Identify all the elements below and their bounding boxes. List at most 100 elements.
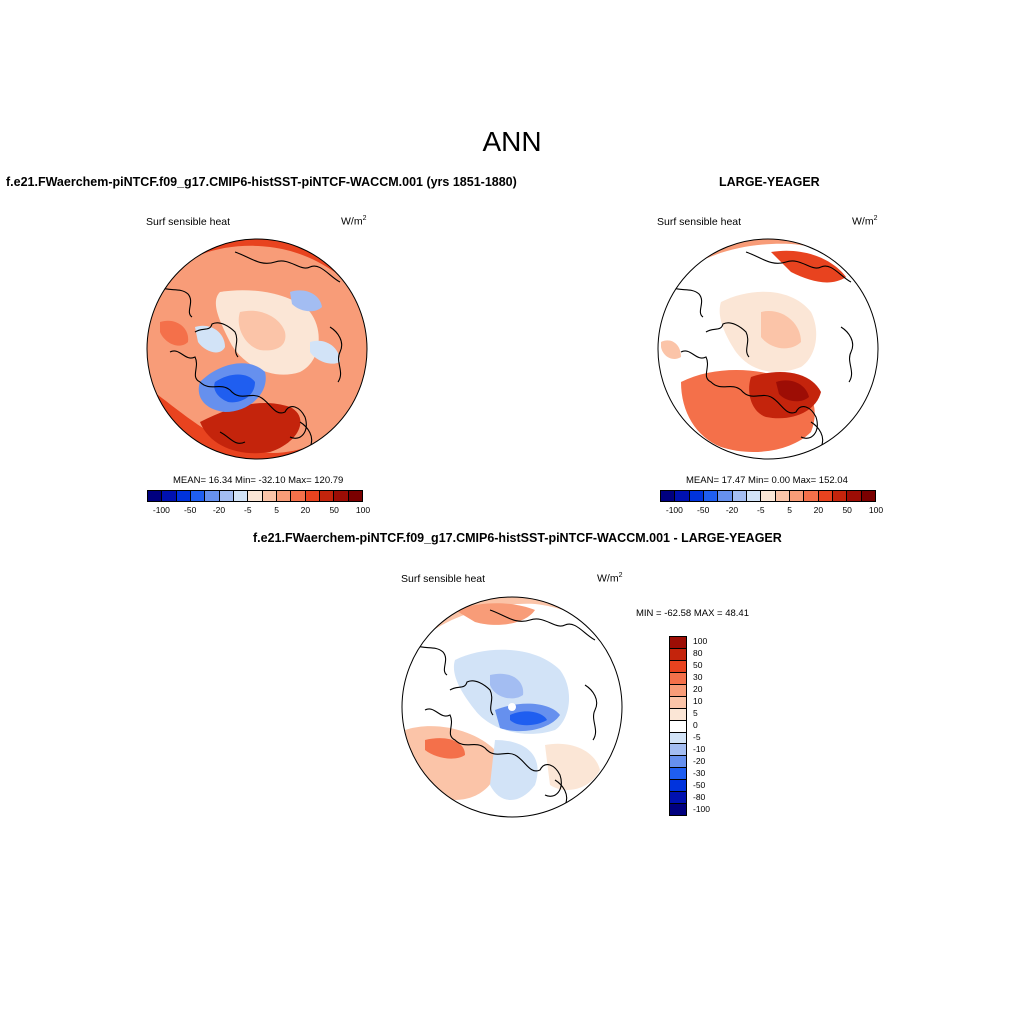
left-colorbar-label: 20 <box>300 505 311 515</box>
left-colorbar-label: 100 <box>355 505 371 515</box>
left-colorbar-swatch <box>304 491 319 501</box>
left-colorbar-label: -20 <box>212 505 226 515</box>
right-colorbar-swatch <box>702 491 718 501</box>
diff-stats: MIN = -62.58 MAX = 48.41 <box>636 608 750 619</box>
left-colorbar-swatch <box>247 491 262 501</box>
left-case-title: f.e21.FWaerchem-piNTCF.f09_g17.CMIP6-his… <box>6 175 517 189</box>
right-colorbar-label: -50 <box>697 505 710 515</box>
left-colorbar-swatch <box>189 491 205 501</box>
diff-colorbar-swatch <box>670 731 686 744</box>
left-colorbar-swatch <box>333 491 348 501</box>
diff-colorbar-label: 80 <box>693 648 703 658</box>
diff-colorbar-swatch <box>670 695 686 708</box>
right-units-label: W/m2 <box>852 215 878 228</box>
left-colorbar-label: -100 <box>152 505 170 515</box>
diff-map-border <box>401 596 623 818</box>
diff-colorbar-swatch <box>670 743 686 756</box>
diff-colorbar-label: 5 <box>693 708 698 718</box>
left-colorbar-swatch <box>318 491 334 501</box>
right-colorbar-swatch <box>717 491 732 501</box>
right-colorbar-swatch <box>688 491 703 501</box>
right-colorbar-swatch <box>745 491 761 501</box>
right-colorbar-label: 100 <box>868 505 884 515</box>
main-title: ANN <box>482 126 542 157</box>
right-colorbar-swatch <box>674 491 689 501</box>
diff-colorbar-swatch <box>670 803 686 816</box>
diff-colorbar-label: -100 <box>693 804 711 814</box>
left-colorbar-swatch <box>232 491 248 501</box>
left-coastlines <box>159 251 343 448</box>
left-stats: MEAN= 16.34 Min= -32.10 Max= 120.79 <box>173 475 344 486</box>
diff-case-title: f.e21.FWaerchem-piNTCF.f09_g17.CMIP6-his… <box>253 531 782 545</box>
right-colorbar <box>660 490 876 502</box>
left-map-fill <box>147 239 367 459</box>
right-polar-map <box>657 238 879 460</box>
right-colorbar-swatch <box>831 491 847 501</box>
diff-colorbar-label: 20 <box>693 684 703 694</box>
diff-colorbar-label: -10 <box>693 744 706 754</box>
left-colorbar-swatch <box>290 491 305 501</box>
left-colorbar-swatch <box>148 491 162 501</box>
right-colorbar-label: 20 <box>813 505 824 515</box>
left-colorbar-label: 5 <box>274 505 279 515</box>
diff-colorbar-label: -80 <box>693 792 706 802</box>
diff-colorbar-label: 10 <box>693 696 703 706</box>
right-colorbar-label: -5 <box>757 505 765 515</box>
left-colorbar-swatch <box>218 491 233 501</box>
diff-colorbar-swatch <box>670 719 686 732</box>
diff-colorbar-label: 50 <box>693 660 703 670</box>
right-colorbar-swatch <box>788 491 804 501</box>
diff-map-fill <box>402 597 622 817</box>
diff-colorbar-label: 100 <box>693 636 708 646</box>
left-colorbar-swatch <box>347 491 362 501</box>
diff-colorbar-swatch <box>670 647 686 660</box>
left-colorbar <box>147 490 363 502</box>
right-colorbar-labels: -100 -50 -20 -5 5 20 50 100 <box>660 505 883 517</box>
left-colorbar-labels: -100 -50 -20 -5 5 20 50 100 <box>147 505 370 517</box>
left-colorbar-label: -5 <box>244 505 252 515</box>
right-colorbar-swatch <box>731 491 746 501</box>
left-colorbar-label: 50 <box>329 505 339 515</box>
diff-colorbar-label: -20 <box>693 756 706 766</box>
left-colorbar-swatch <box>161 491 176 501</box>
right-colorbar-label: 5 <box>787 505 792 515</box>
left-units-label: W/m2 <box>341 215 367 228</box>
right-variable-label: Surf sensible heat <box>657 216 742 228</box>
diff-polar-map <box>401 596 623 818</box>
left-colorbar-swatch <box>261 491 276 501</box>
diff-colorbar-label: -5 <box>693 732 701 742</box>
right-case-title: LARGE-YEAGER <box>719 175 820 189</box>
right-colorbar-swatch <box>803 491 818 501</box>
right-colorbar-swatch <box>846 491 861 501</box>
diff-colorbar-label: 0 <box>693 720 698 730</box>
left-colorbar-swatch <box>175 491 190 501</box>
diff-colorbar-swatch <box>670 755 686 768</box>
diff-colorbar-label: -50 <box>693 780 706 790</box>
diff-colorbar-swatch <box>670 671 686 684</box>
diff-colorbar-swatch <box>670 767 686 780</box>
right-colorbar-swatch <box>661 491 675 501</box>
diff-colorbar-swatch <box>670 637 686 648</box>
right-colorbar-swatch <box>760 491 775 501</box>
right-colorbar-label: -20 <box>725 505 739 515</box>
diff-colorbar-swatch <box>670 779 686 792</box>
right-coastlines <box>670 251 854 448</box>
left-polar-map <box>146 238 368 460</box>
diff-colorbar-labels: 100 80 50 30 20 10 5 0 -5 -10 -20 -30 -50 -80 -100 <box>693 636 733 816</box>
left-map-border <box>146 238 368 460</box>
diff-colorbar-swatch <box>670 659 686 672</box>
left-colorbar-swatch <box>275 491 291 501</box>
left-colorbar-label: -50 <box>184 505 197 515</box>
left-variable-label: Surf sensible heat <box>146 216 231 228</box>
diff-colorbar-swatch <box>670 707 686 720</box>
right-map-fill <box>658 239 878 459</box>
right-map-border <box>657 238 879 460</box>
diff-colorbar-label: -30 <box>693 768 706 778</box>
right-colorbar-swatch <box>817 491 832 501</box>
diff-colorbar-swatch <box>670 683 686 696</box>
left-colorbar-swatch <box>204 491 219 501</box>
diff-units-label: W/m2 <box>597 572 623 585</box>
diff-variable-label: Surf sensible heat <box>401 573 486 585</box>
diff-colorbar-label: 30 <box>693 672 703 682</box>
right-stats: MEAN= 17.47 Min= 0.00 Max= 152.04 <box>686 475 848 486</box>
